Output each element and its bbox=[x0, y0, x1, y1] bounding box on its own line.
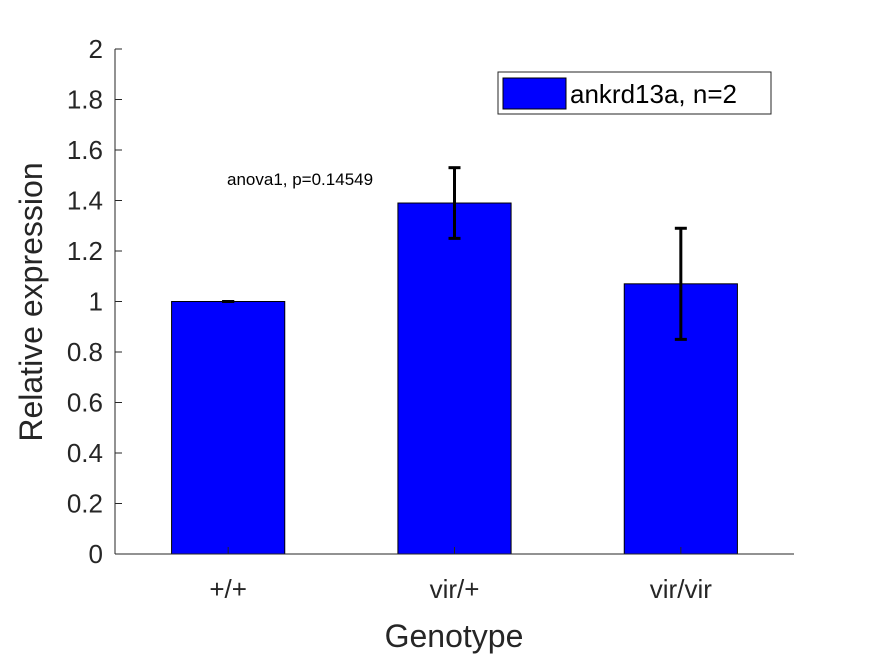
y-tick-label: 1.4 bbox=[67, 186, 103, 216]
y-tick-label: 1.8 bbox=[67, 85, 103, 115]
bar bbox=[171, 301, 286, 555]
x-tick-label: vir/+ bbox=[430, 574, 480, 604]
y-tick-label: 2 bbox=[89, 34, 103, 64]
y-tick-label: 1 bbox=[89, 287, 103, 317]
x-tick-label: vir/vir bbox=[650, 574, 712, 604]
y-tick-label: 0 bbox=[89, 539, 103, 569]
y-tick-label: 0.8 bbox=[67, 337, 103, 367]
bars-group bbox=[171, 202, 738, 555]
bar bbox=[397, 202, 512, 555]
y-tick-label: 1.2 bbox=[67, 236, 103, 266]
y-tick-label: 0.4 bbox=[67, 438, 103, 468]
x-axis-label: Genotype bbox=[385, 618, 524, 654]
x-ticks-group: +/+ vir/+ vir/vir bbox=[209, 547, 712, 604]
y-tick-label: 0.2 bbox=[67, 489, 103, 519]
legend: ankrd13a, n=2 bbox=[497, 71, 772, 115]
legend-label: ankrd13a, n=2 bbox=[570, 79, 737, 109]
y-tick-label: 0.6 bbox=[67, 388, 103, 418]
legend-swatch bbox=[502, 77, 567, 110]
y-tick-label: 1.6 bbox=[67, 135, 103, 165]
error-bars-group bbox=[222, 166, 687, 341]
y-ticks-group: 0 0.2 0.4 0.6 0.8 1 1.2 1.4 1.6 1.8 2 bbox=[67, 34, 122, 569]
x-tick-label: +/+ bbox=[209, 574, 247, 604]
anova-annotation: anova1, p=0.14549 bbox=[227, 170, 373, 189]
y-axis-label: Relative expression bbox=[13, 162, 49, 441]
